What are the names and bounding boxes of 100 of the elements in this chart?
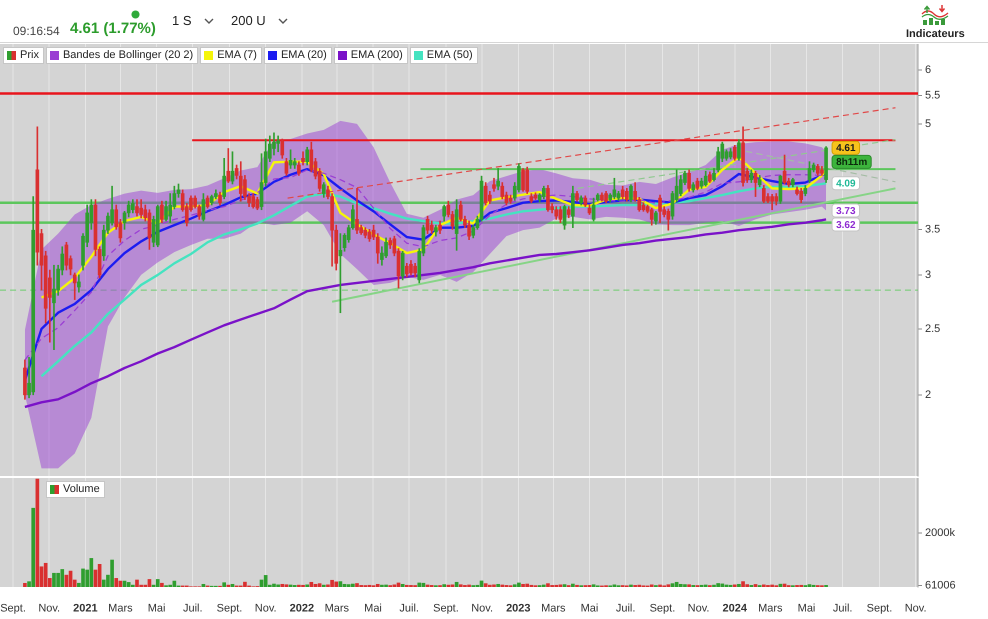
x-tick-label: Nov. [254, 602, 277, 615]
bar [355, 583, 359, 587]
x-tick-label: Nov. [38, 602, 60, 615]
text: 4.61 (1.77%) [70, 20, 156, 37]
x-tick-label: 2021 [73, 602, 98, 615]
bar [230, 584, 234, 587]
text: 200 U [231, 13, 266, 28]
text: 09:16:54 [13, 24, 60, 38]
bar [484, 583, 488, 587]
x-tick-label: Nov. [688, 602, 710, 615]
bar [745, 584, 750, 587]
bar [396, 582, 400, 587]
x-tick-label: Mars [541, 602, 566, 615]
bar [546, 583, 550, 587]
bar [36, 478, 40, 587]
bar [720, 584, 724, 587]
bar [318, 583, 322, 587]
bar [334, 582, 338, 587]
x-tick-label: Sept. [216, 602, 242, 615]
bar [122, 580, 126, 587]
bar [310, 582, 314, 587]
text: 1 S [172, 13, 192, 28]
x-tick-label: Sept. [0, 602, 26, 615]
y-tick-label: 5.5 [925, 90, 940, 102]
annotation: 3.73 [836, 206, 856, 217]
bar [512, 584, 517, 587]
legend-label: Volume [63, 483, 100, 496]
bar [68, 570, 72, 587]
bar [314, 584, 318, 587]
candlestick [52, 264, 56, 350]
bar [683, 584, 687, 587]
bar [148, 579, 152, 587]
bar [52, 572, 56, 587]
x-tick-label: Nov. [904, 602, 927, 615]
legend-label: EMA (20) [280, 49, 327, 62]
bar [23, 582, 27, 587]
bar [422, 582, 426, 587]
y-tick-label: 3 [925, 268, 932, 281]
x-tick-label: 2023 [506, 602, 531, 615]
bar [284, 584, 288, 587]
bar [480, 580, 484, 587]
legend-label: Bandes de Bollinger (20 2) [62, 49, 194, 62]
bar [517, 582, 521, 587]
bar [56, 572, 60, 587]
bar [521, 584, 525, 587]
y-tick-label: 2000k [925, 527, 956, 540]
candlestick [355, 188, 359, 234]
bar [160, 582, 164, 587]
bar [280, 584, 284, 587]
y-tick-label: 2.5 [925, 322, 940, 335]
bar [670, 583, 674, 587]
bar [98, 564, 102, 587]
bar [737, 584, 741, 587]
x-tick-label: Mars [758, 602, 784, 615]
x-tick-label: Sept. [650, 602, 676, 615]
bar [376, 584, 380, 587]
bar [110, 560, 114, 587]
bar [64, 574, 68, 587]
bar [44, 562, 48, 587]
y-tick-label: 5 [925, 118, 932, 130]
bar [60, 569, 64, 587]
legend-label: EMA (7) [217, 49, 257, 62]
bar [31, 508, 36, 587]
bar [808, 584, 812, 587]
bar [417, 582, 422, 587]
bar [525, 584, 530, 587]
bar [674, 582, 678, 587]
bar [89, 558, 94, 587]
bar [338, 581, 342, 587]
legend-label: EMA (50) [426, 49, 473, 62]
bar [222, 582, 226, 587]
bar [778, 584, 782, 587]
x-tick-label: Sept. [433, 602, 459, 615]
bar [458, 584, 463, 587]
legend-label: Prix [20, 49, 39, 62]
x-tick-label: Mai [798, 602, 816, 615]
x-tick-label: Mai [364, 602, 382, 615]
bar [754, 584, 758, 587]
x-tick-label: Juil. [182, 602, 203, 615]
bar [442, 584, 446, 587]
bar [330, 580, 334, 587]
bar [172, 580, 176, 587]
annotation: 8h11m [836, 157, 868, 168]
bar [678, 584, 683, 587]
bar [571, 584, 575, 587]
x-tick-label: Mars [108, 602, 134, 615]
bar [118, 580, 122, 587]
bar [666, 584, 670, 587]
x-tick-label: 2022 [290, 602, 314, 615]
bar [342, 584, 346, 587]
x-tick-label: 2024 [722, 602, 748, 615]
text: Indicateurs [906, 28, 965, 40]
bar [156, 579, 160, 587]
y-tick-label: 2 [925, 388, 932, 401]
bar [716, 583, 720, 587]
x-tick-label: Juil. [399, 602, 419, 615]
bar [81, 568, 85, 587]
bar [114, 578, 118, 587]
bar [687, 584, 691, 587]
y-tick-label: 61006 [925, 579, 956, 592]
